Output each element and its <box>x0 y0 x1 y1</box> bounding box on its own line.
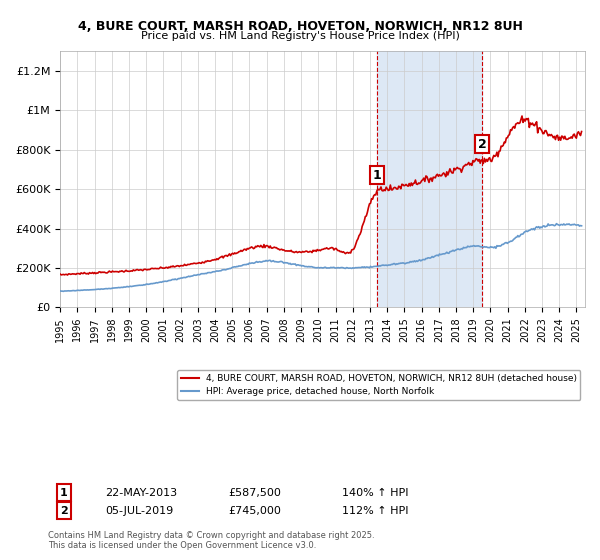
Bar <box>377 52 482 307</box>
Text: 140% ↑ HPI: 140% ↑ HPI <box>342 488 409 498</box>
Text: 112% ↑ HPI: 112% ↑ HPI <box>342 506 409 516</box>
Legend: 4, BURE COURT, MARSH ROAD, HOVETON, NORWICH, NR12 8UH (detached house), HPI: Ave: 4, BURE COURT, MARSH ROAD, HOVETON, NORW… <box>177 370 580 400</box>
Text: 1: 1 <box>60 488 68 498</box>
Text: 22-MAY-2013: 22-MAY-2013 <box>105 488 177 498</box>
Text: £745,000: £745,000 <box>228 506 281 516</box>
Text: Contains HM Land Registry data © Crown copyright and database right 2025.
This d: Contains HM Land Registry data © Crown c… <box>48 530 374 550</box>
Text: Price paid vs. HM Land Registry's House Price Index (HPI): Price paid vs. HM Land Registry's House … <box>140 31 460 41</box>
Text: 05-JUL-2019: 05-JUL-2019 <box>105 506 173 516</box>
Text: 4, BURE COURT, MARSH ROAD, HOVETON, NORWICH, NR12 8UH: 4, BURE COURT, MARSH ROAD, HOVETON, NORW… <box>77 20 523 32</box>
Text: 1: 1 <box>372 169 381 182</box>
Text: £587,500: £587,500 <box>228 488 281 498</box>
Text: 2: 2 <box>478 138 487 151</box>
Text: 2: 2 <box>60 506 68 516</box>
